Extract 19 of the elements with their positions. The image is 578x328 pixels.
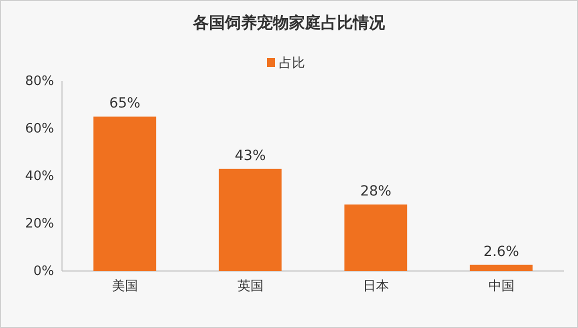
y-tick-label: 20% bbox=[25, 216, 54, 232]
data-label: 2.6% bbox=[483, 244, 520, 260]
y-tick-label: 0% bbox=[33, 264, 54, 280]
bar bbox=[344, 204, 408, 271]
x-tick-label: 日本 bbox=[362, 279, 389, 294]
bar bbox=[93, 116, 156, 271]
data-label: 28% bbox=[360, 184, 392, 200]
x-tick-label: 美国 bbox=[112, 278, 138, 294]
x-tick-label: 英国 bbox=[237, 279, 264, 294]
chart-title: 各国饲养宠物家庭占比情况 bbox=[192, 13, 386, 32]
y-tick-label: 60% bbox=[25, 122, 54, 137]
bar bbox=[218, 168, 282, 271]
data-label: 65% bbox=[109, 96, 140, 112]
bar bbox=[470, 264, 533, 271]
x-tick-label: 中国 bbox=[488, 279, 514, 294]
data-label: 43% bbox=[234, 148, 266, 164]
y-tick-label: 80% bbox=[25, 74, 54, 90]
legend-label: 占比 bbox=[279, 56, 305, 71]
y-tick-label: 40% bbox=[25, 169, 54, 184]
